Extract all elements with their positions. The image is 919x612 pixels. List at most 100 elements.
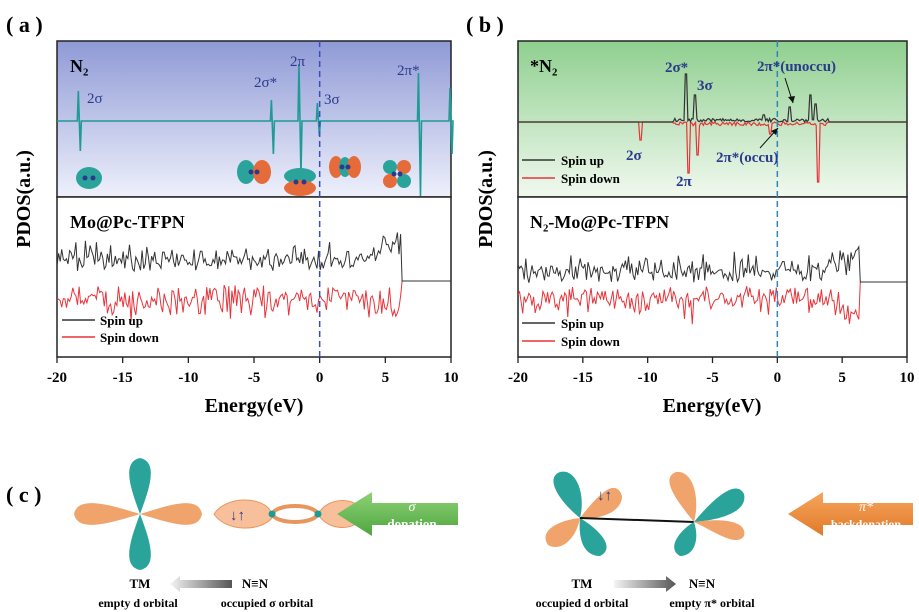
n-atom-1 xyxy=(268,510,276,518)
x-tick-label: 10 xyxy=(900,370,915,386)
panel-b-bottom-title: N₂-Mo@Pc-TFPN xyxy=(530,212,669,232)
panel-a-bottom-bg xyxy=(56,196,452,358)
annot-b-2pi-star-occu: 2π*(occu) xyxy=(716,150,778,166)
rd-lobe-lr xyxy=(579,518,607,556)
panel-a-top-curves xyxy=(57,63,454,197)
spin-up-pdos-line xyxy=(56,232,451,282)
panel-a-ylabel: PDOS(a.u.) xyxy=(13,150,35,248)
sigma-donation-diagram: ↓↑ σ donation TM N≡N empty d orbital occ… xyxy=(74,458,458,610)
panel-b-bottom-legend: Spin up Spin down xyxy=(522,316,621,349)
annot-2sigma: 2σ xyxy=(87,91,103,107)
pi-star-lobe-4 xyxy=(694,520,745,541)
x-tick-label: -15 xyxy=(573,370,593,386)
orbital-icon-2sigma-star xyxy=(237,160,271,184)
panel-a-bottom-curves xyxy=(56,232,451,322)
rd-lobe-ll xyxy=(545,518,580,547)
electron-pair-left: ↓↑ xyxy=(230,508,245,524)
b-spin-up-line xyxy=(518,73,907,124)
legend-spin-down: Spin down xyxy=(100,330,160,345)
right-nn-label: N≡N xyxy=(689,576,716,591)
pi-star-lobe-1 xyxy=(669,471,697,522)
legend-b-top-spin-up: Spin up xyxy=(561,153,604,168)
panel-a-top-title: N₂ xyxy=(70,56,88,76)
spin-up-pdos-line xyxy=(517,244,907,284)
panel-b-top-legend: Spin up Spin down xyxy=(522,153,621,186)
legend-b-bottom-spin-up: Spin up xyxy=(561,316,604,331)
left-nn-label: N≡N xyxy=(242,576,269,591)
annot-2sigma-star: 2σ* xyxy=(254,75,277,91)
annot-b-2pi: 2π xyxy=(676,174,693,190)
annot-arrowhead-unoccu xyxy=(788,96,795,103)
annot-3sigma: 3σ xyxy=(324,92,340,108)
annot-arrowhead-occu xyxy=(771,128,778,135)
annot-b-2pi-star-unoccu: 2π*(unoccu) xyxy=(757,59,836,75)
panel-label-a: ( a ) xyxy=(6,12,43,37)
annot-b-2sigma-star: 2σ* xyxy=(665,60,688,76)
d-orbital-lobe-right xyxy=(140,503,202,525)
n-atom-2 xyxy=(314,510,322,518)
annot-2pi-star: 2π* xyxy=(397,63,420,79)
pi-backdonation-diagram: ↓↑ π* backdonation TM N≡N occupied d orb… xyxy=(536,471,913,610)
sigma-arrow-symbol: σ xyxy=(409,500,417,515)
panel-b-top-curves xyxy=(518,73,907,183)
annot-2pi: 2π xyxy=(290,54,306,70)
panel-b-ylabel: PDOS(a.u.) xyxy=(475,150,497,248)
d-orbital-lobe-top xyxy=(129,458,151,514)
x-tick-label: -20 xyxy=(508,370,528,386)
x-tick-label: -5 xyxy=(248,370,261,386)
panel-a: ( a ) N₂ Mo@Pc-TFPN 2σ 2σ* 2π 3σ 2π* xyxy=(6,12,459,417)
panel-a-x-axis: -20 -15 -10 -5 0 5 10 xyxy=(47,357,459,386)
panel-b-xlabel: Energy(eV) xyxy=(663,395,762,417)
pi-arrow-symbol: π* xyxy=(859,500,873,515)
sigma-orbital-bond xyxy=(271,504,319,524)
n-n-bond xyxy=(579,517,695,523)
right-caption-d: occupied d orbital xyxy=(536,596,629,610)
x-tick-label: -10 xyxy=(638,370,658,386)
panel-a-legend: Spin up Spin down xyxy=(62,313,160,345)
right-tm-label: TM xyxy=(572,576,593,591)
left-gray-arrow xyxy=(170,576,232,592)
annot-b-2sigma: 2σ xyxy=(626,148,643,164)
rd-lobe-ul xyxy=(553,471,582,518)
panel-a-xlabel: Energy(eV) xyxy=(205,395,304,417)
x-tick-label: 0 xyxy=(316,370,324,386)
legend-spin-up: Spin up xyxy=(100,313,143,328)
legend-b-top-spin-down: Spin down xyxy=(561,171,621,186)
x-tick-label: 5 xyxy=(382,370,390,386)
spin-down-pdos-line xyxy=(56,280,451,322)
spin-down-pdos-line xyxy=(517,281,907,325)
panel-label-b: ( b ) xyxy=(466,12,504,37)
panel-b-bottom-bg xyxy=(517,196,908,358)
annot-b-3sigma: 3σ xyxy=(697,78,714,94)
right-gray-arrow xyxy=(614,576,676,592)
left-caption-d: empty d orbital xyxy=(98,596,178,610)
legend-b-bottom-spin-down: Spin down xyxy=(561,334,621,349)
left-tm-label: TM xyxy=(130,576,151,591)
d-orbital-lobe-left xyxy=(74,503,140,525)
x-tick-label: -10 xyxy=(178,370,198,386)
right-caption-pi: empty π* orbital xyxy=(669,596,755,610)
x-tick-label: 5 xyxy=(838,370,846,386)
panel-b-bottom-curves xyxy=(517,244,907,325)
panel-b-top-title: *N₂ xyxy=(530,56,557,76)
rd-lobe-ur xyxy=(580,487,622,519)
n2-pdos-line xyxy=(57,63,454,197)
panel-label-c: ( c ) xyxy=(6,482,41,507)
sigma-donation-arrow xyxy=(337,492,458,536)
orbital-icon-2pi-star xyxy=(383,160,411,188)
x-tick-label: 10 xyxy=(444,370,459,386)
pi-star-lobe-3 xyxy=(694,488,745,522)
orbital-icon-2pi xyxy=(284,168,316,196)
pi-arrow-text: backdonation xyxy=(831,517,901,531)
left-caption-sigma: occupied σ orbital xyxy=(221,596,314,610)
d-orbital-lobe-bottom xyxy=(129,514,151,570)
x-tick-label: 0 xyxy=(774,370,782,386)
panel-c: ( c ) ↓↑ σ donation TM N≡N empty d orbit… xyxy=(6,458,913,610)
electron-pair-right: ↓↑ xyxy=(597,488,612,504)
panel-b: ( b ) *N₂ N₂-Mo@Pc-TFPN 2σ* 3σ 2π*(unocc… xyxy=(466,12,915,417)
sigma-arrow-text: donation xyxy=(387,516,437,531)
panel-a-bottom-title: Mo@Pc-TFPN xyxy=(70,212,185,232)
x-tick-label: -5 xyxy=(706,370,719,386)
x-tick-label: -20 xyxy=(47,370,67,386)
